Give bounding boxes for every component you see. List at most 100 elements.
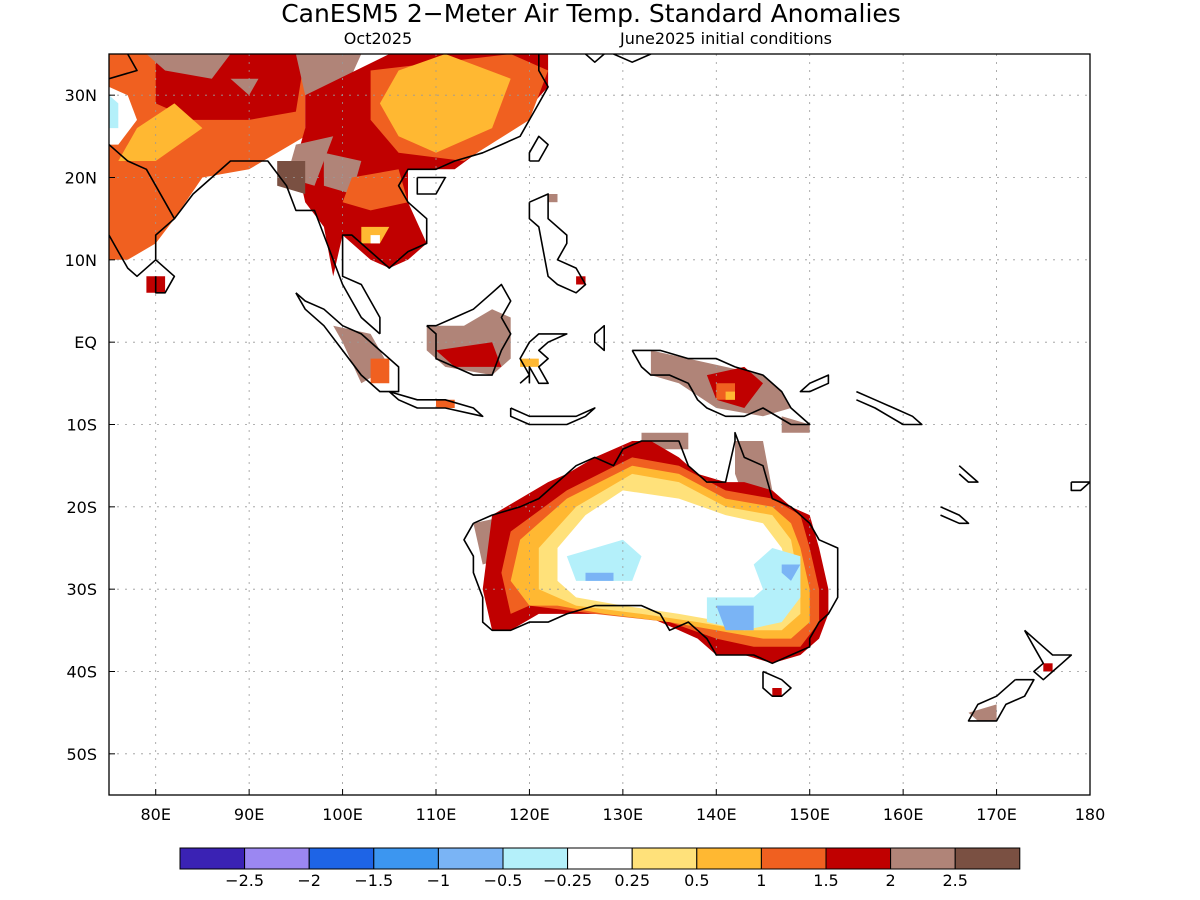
anomaly-region [230,78,259,96]
legend-label: −0.25 [543,871,592,890]
longitude-tick-label: 160E [883,805,924,824]
coastline [528,193,587,294]
longitude-tick-label: 120E [509,805,550,824]
anomaly-region [716,605,754,631]
legend-label: −0.5 [484,871,523,890]
anomaly-region [109,95,119,129]
coastline [958,465,979,483]
latitude-tick-label: 50S [66,745,97,764]
latitude-axis: 30N 20N 10N EQ 10S 20S 30S 40S 50S [65,86,115,764]
coastline [109,143,176,278]
legend-swatch [244,847,310,870]
anomaly-region [277,161,306,194]
latitude-tick-label: 10S [66,416,97,435]
graticule-layer [109,54,1090,795]
legend-swatch [954,847,1021,870]
longitude-tick-label: 130E [603,805,644,824]
coastline [519,333,568,385]
anomaly-region [118,103,203,161]
anomaly-region [109,86,137,145]
coastline [762,670,792,698]
longitude-tick-label: 80E [140,805,170,824]
anomaly-region [146,54,231,79]
init-conditions-label: June2025 initial conditions [619,29,832,48]
coastline [1070,481,1090,492]
figure-title: CanESM5 2−Meter Air Temp. Standard Anoma… [281,0,901,28]
coastline [631,349,811,426]
coastline [613,54,652,64]
anomaly-region [548,194,558,203]
legend-swatch [308,847,375,870]
anomaly-region [772,688,782,697]
longitude-axis: 80E 90E 100E 110E 120E 130E 140E 150E 160E 170E 18… [140,789,1105,824]
coastline [388,390,484,418]
coastline [593,324,606,352]
anomaly-region [370,235,380,244]
legend-label: −1.5 [354,871,393,890]
latitude-tick-label: 20N [65,169,97,188]
legend-label: 0.25 [614,871,650,890]
legend-label: 0.5 [684,871,709,890]
coastline [1023,629,1073,681]
anomaly-region [436,342,502,367]
longitude-tick-label: 90E [234,805,264,824]
legend-swatch [179,847,246,870]
legend-label: −1 [427,871,451,890]
legend-swatch [760,847,827,870]
legend-swatch [696,847,762,870]
latitude-tick-label: 10N [65,251,97,270]
legend-swatch [373,847,439,870]
color-legend: −2.5 −2 −1.5 −1 −0.5 −0.25 0.25 0.5 1 1.5 2 2.5 [179,847,1021,890]
coastline [426,283,512,376]
coastline [463,431,839,665]
latitude-tick-label: 30N [65,86,97,105]
longitude-tick-label: 140E [696,805,737,824]
coastline [109,54,138,80]
latitude-tick-label: 40S [66,663,97,682]
anomaly-region [576,276,586,285]
coastline [509,407,596,426]
legend-label: 2 [886,871,896,890]
anomaly-shading-layer [109,54,1053,721]
coastline [856,390,923,426]
coastline [416,176,447,195]
anomaly-region [725,391,735,400]
valid-month-label: Oct2025 [344,29,412,48]
anomaly-region [781,564,801,581]
legend-label: −2 [297,871,321,890]
legend-label: −2.5 [225,871,264,890]
coastline-layer [109,54,1090,722]
legend-label: 1.5 [813,871,838,890]
legend-label: 2.5 [942,871,967,890]
coastline [799,374,830,393]
anomaly-region [1043,663,1053,672]
legend-label: 1 [756,871,766,890]
legend-swatch [502,847,569,870]
longitude-tick-label: 180 [1075,805,1106,824]
anomaly-region [323,161,352,178]
latitude-tick-label: 20S [66,498,97,517]
coastline [341,54,549,334]
longitude-tick-label: 110E [416,805,457,824]
coastline [295,292,400,393]
latitude-tick-label: EQ [74,333,97,352]
coastline [173,160,381,335]
coastline [154,259,176,294]
anomaly-region [379,54,511,153]
latitude-tick-label: 30S [66,580,97,599]
coastline [528,135,549,162]
longitude-tick-label: 100E [322,805,363,824]
legend-swatch [890,847,956,870]
anomaly-region [370,358,390,384]
anomaly-region [342,169,408,211]
map-area [109,54,1090,795]
anomaly-region [520,358,539,367]
longitude-tick-label: 170E [976,805,1017,824]
legend-swatch [825,847,892,870]
coastline [940,506,970,525]
anomaly-region [557,490,791,623]
longitude-tick-label: 150E [789,805,830,824]
legend-swatch [631,847,698,870]
legend-swatch [567,847,633,870]
